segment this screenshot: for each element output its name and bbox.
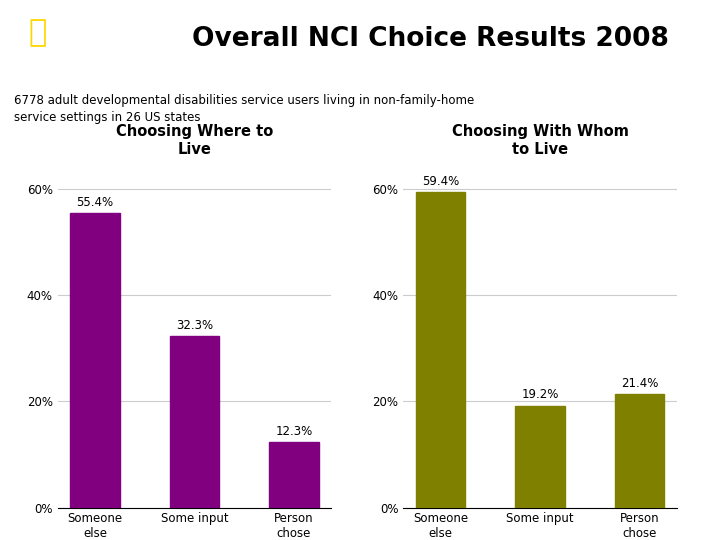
Bar: [515, 406, 565, 508]
Bar: [269, 442, 319, 508]
Title: Choosing Where to
Live: Choosing Where to Live: [116, 124, 273, 157]
Text: THE UNIVERSITY OF: THE UNIVERSITY OF: [50, 21, 125, 30]
Bar: [615, 394, 665, 508]
Text: 32.3%: 32.3%: [176, 319, 213, 332]
Text: Overall NCI Choice Results 2008: Overall NCI Choice Results 2008: [192, 26, 669, 52]
Text: 21.4%: 21.4%: [621, 376, 658, 389]
Text: 12.3%: 12.3%: [275, 425, 312, 438]
Text: 59.4%: 59.4%: [422, 174, 459, 187]
Text: 🛡: 🛡: [29, 18, 47, 48]
Bar: [70, 213, 120, 508]
Bar: [169, 336, 220, 508]
Title: Choosing With Whom
to Live: Choosing With Whom to Live: [451, 124, 629, 157]
Bar: [415, 192, 465, 508]
Text: 6778 adult developmental disabilities service users living in non-family-home
se: 6778 adult developmental disabilities se…: [14, 94, 474, 124]
Text: SYDNEY: SYDNEY: [50, 39, 125, 58]
Text: 19.2%: 19.2%: [521, 388, 559, 401]
Text: 55.4%: 55.4%: [76, 196, 114, 209]
